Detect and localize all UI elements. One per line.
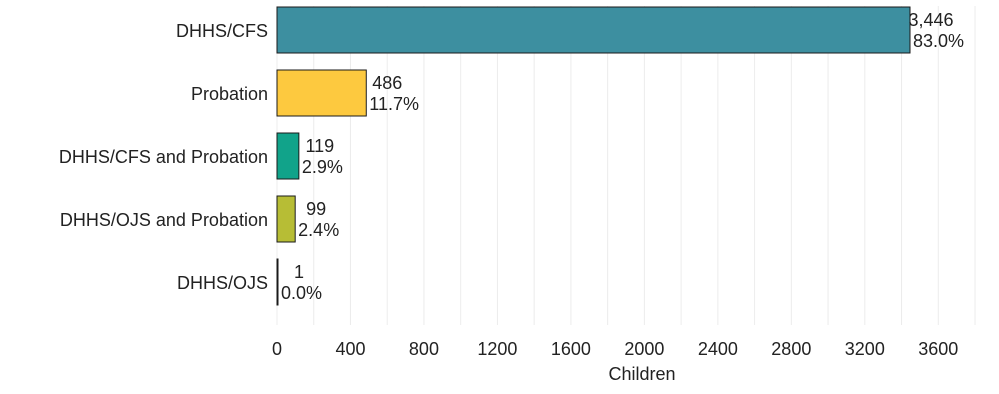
value-label: 3,446 <box>908 10 953 30</box>
x-axis-title: Children <box>608 364 675 384</box>
category-label: DHHS/OJS and Probation <box>60 210 268 230</box>
x-tick-label: 0 <box>272 339 282 359</box>
x-tick-label: 400 <box>335 339 365 359</box>
value-label: 1 <box>294 262 304 282</box>
value-label: 486 <box>372 73 402 93</box>
x-tick-label: 1600 <box>551 339 591 359</box>
percent-label: 83.0% <box>913 31 964 51</box>
bar <box>276 132 300 180</box>
gridlines <box>276 6 976 325</box>
x-tick-label: 800 <box>409 339 439 359</box>
x-tick-label: 1200 <box>477 339 517 359</box>
category-label: DHHS/CFS <box>176 21 268 41</box>
value-label: 119 <box>306 136 335 156</box>
x-tick-label: 2800 <box>771 339 811 359</box>
bar <box>276 258 279 306</box>
value-label: 99 <box>306 199 326 219</box>
percent-label: 2.9% <box>302 157 343 177</box>
category-label: DHHS/CFS and Probation <box>59 147 268 167</box>
x-tick-labels: 0 400 800 1200 1600 2000 2400 2800 3200 3600 <box>272 339 958 359</box>
bar <box>276 195 296 243</box>
x-tick-label: 2400 <box>698 339 738 359</box>
x-tick-label: 3600 <box>918 339 958 359</box>
category-label: Probation <box>191 84 268 104</box>
bar <box>276 6 911 54</box>
x-tick-label: 3200 <box>845 339 885 359</box>
category-labels: DHHS/CFS Probation DHHS/CFS and Probation D… <box>59 21 268 293</box>
percent-label: 11.7% <box>369 94 419 114</box>
x-tick-label: 2000 <box>624 339 664 359</box>
percent-label: 0.0% <box>281 283 322 303</box>
category-label: DHHS/OJS <box>177 273 268 293</box>
percent-label: 2.4% <box>298 220 339 240</box>
bars <box>276 6 911 306</box>
bar <box>276 69 367 117</box>
